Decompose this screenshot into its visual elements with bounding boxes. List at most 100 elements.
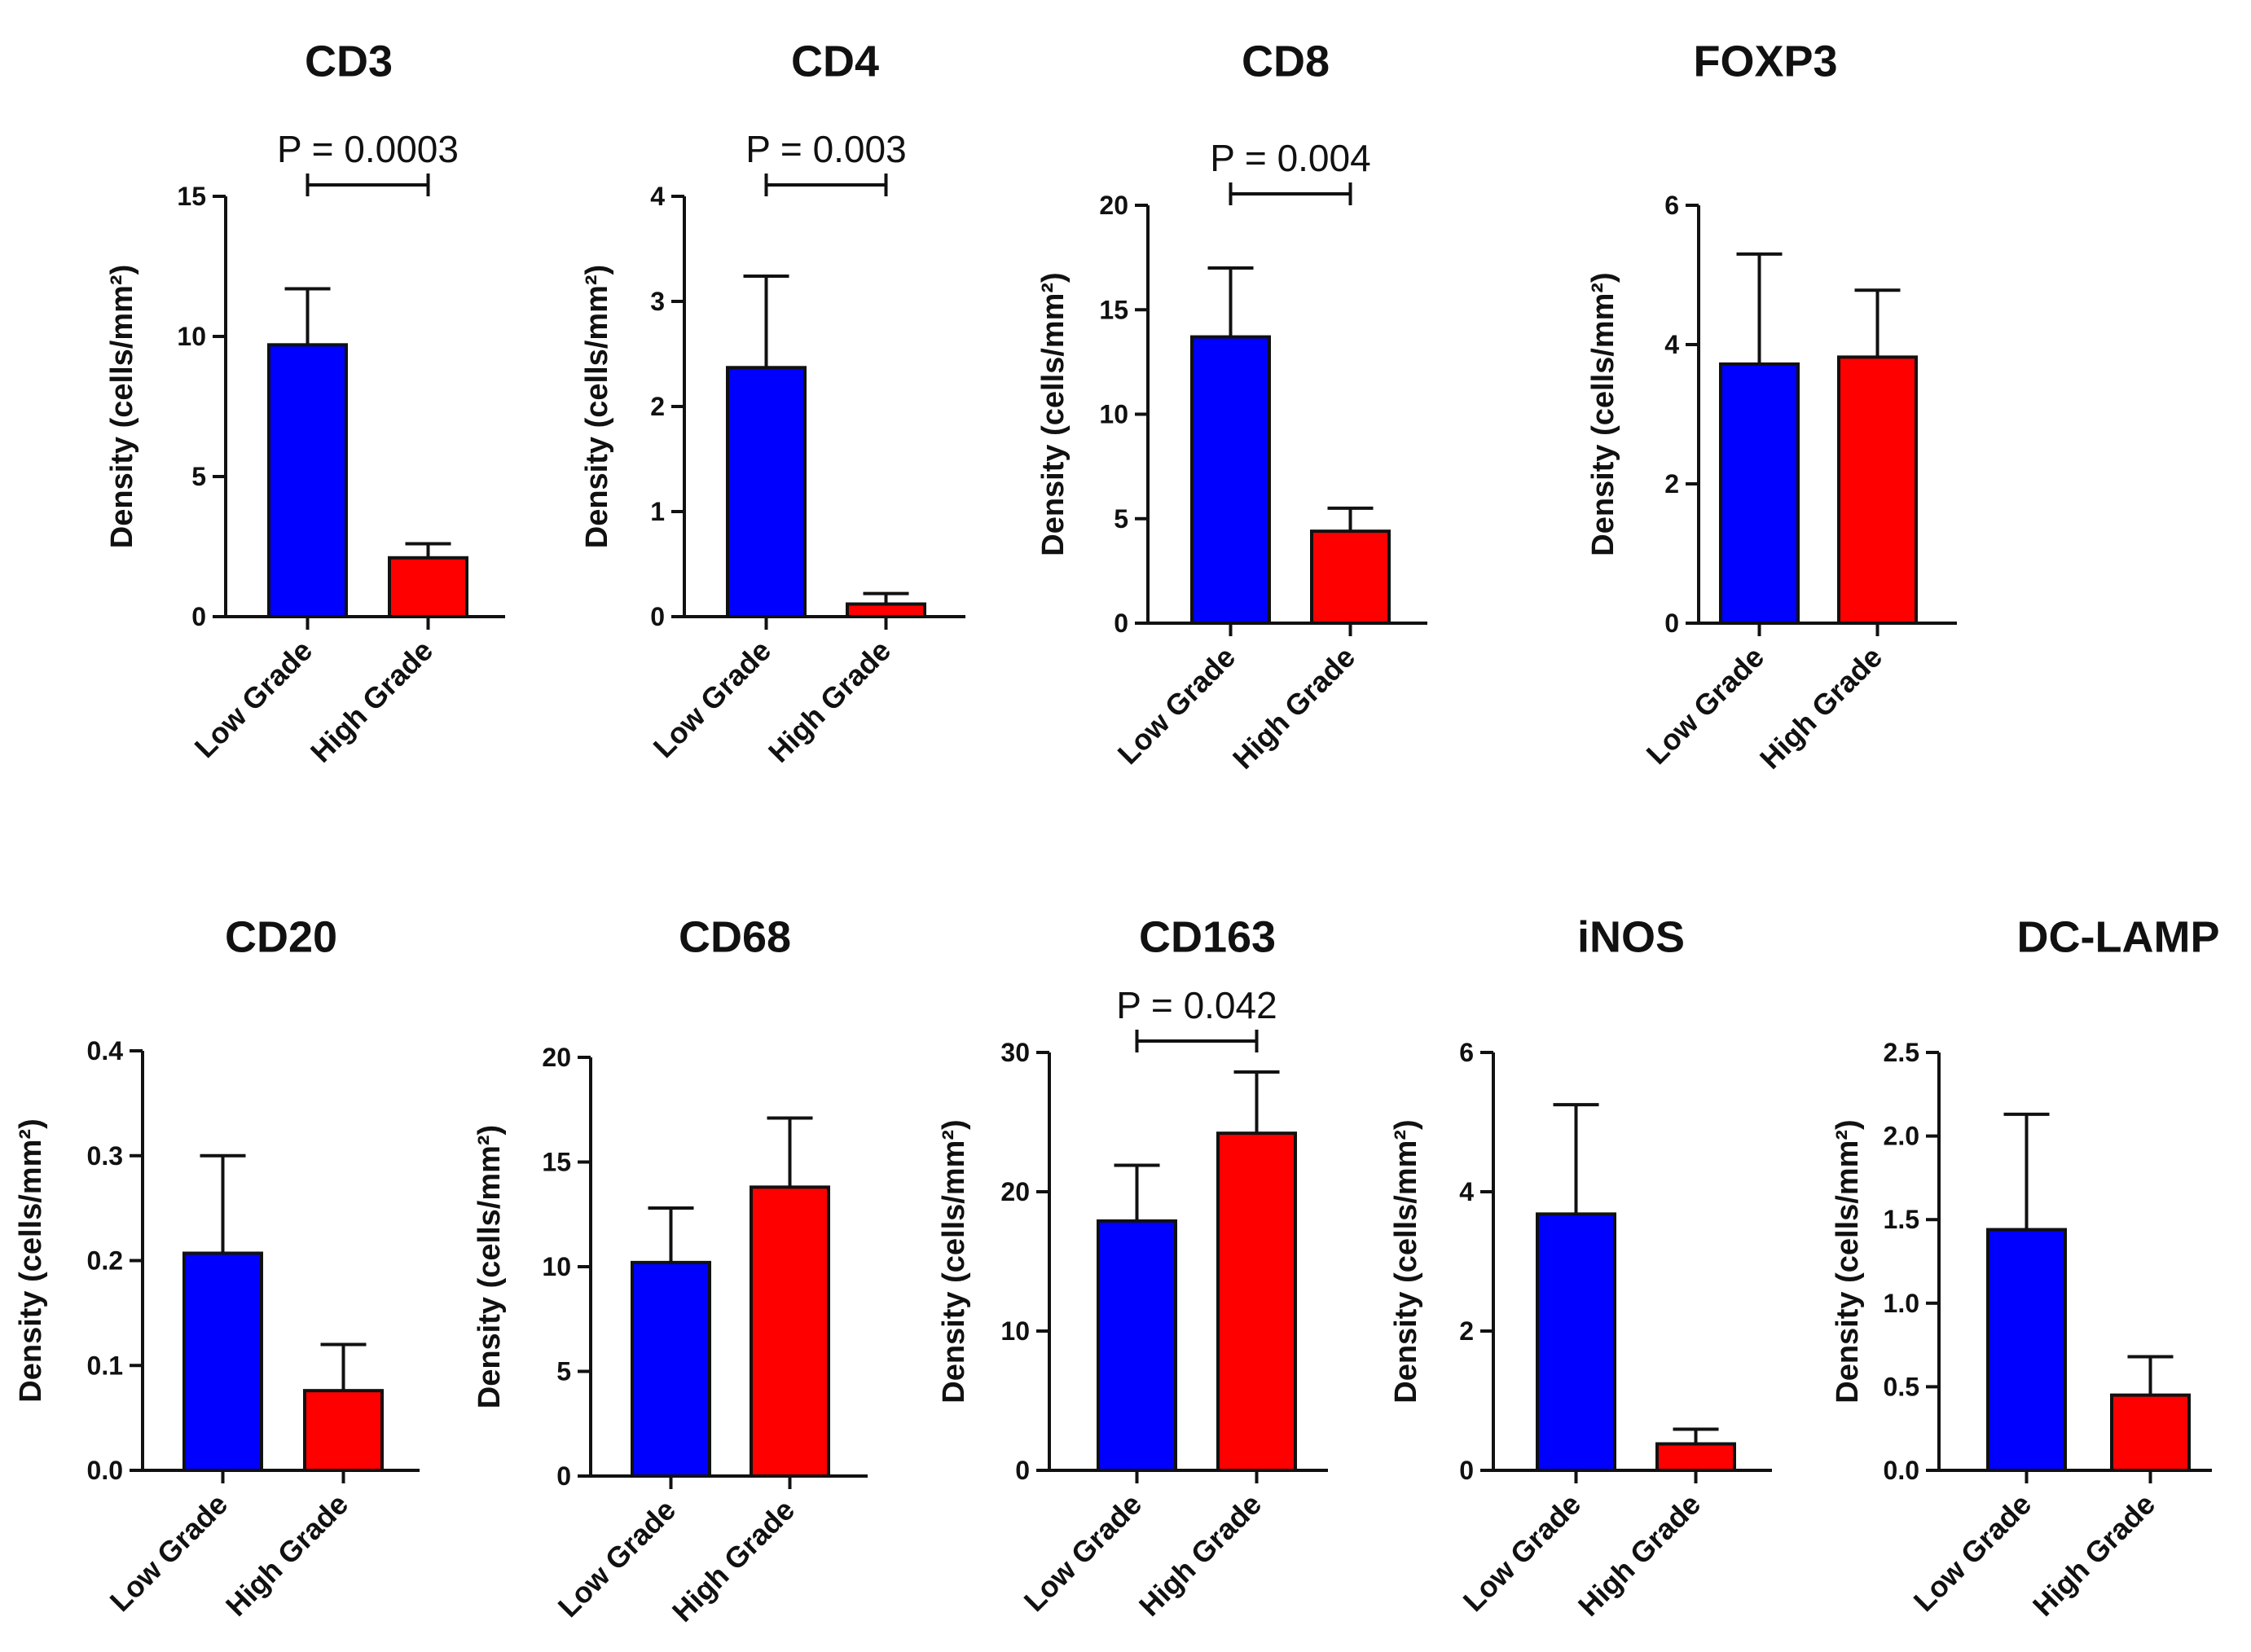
y-tick-label: 2 [1664,469,1679,499]
y-tick-label: 6 [1664,191,1679,220]
y-tick-label: 15 [542,1148,571,1177]
chart-title: CD20 [225,912,337,961]
p-value-label: P = 0.0003 [277,128,459,170]
bar-high-grade [2110,1393,2191,1473]
y-tick-label: 2 [650,392,665,421]
chart-panel-cd4: CD4 Density (cells/mm²) 0 1 2 3 4 Low GradeHigh… [580,37,965,769]
chart-title: CD68 [679,912,791,961]
y-tick-label: 0.5 [1884,1372,1919,1401]
x-category-label: Low Grade [188,634,319,765]
chart-panel-cd3: CD3 Density (cells/mm²) 0 5 10 15 Low GradeHig… [105,37,505,769]
bar-low-grade [1097,1219,1177,1473]
x-category-label: High Grade [1132,1487,1268,1623]
y-axis-label: Density (cells/mm²) [937,1119,971,1403]
y-tick-label: 20 [1000,1177,1030,1206]
x-category-label: Low Grade [552,1493,683,1624]
bar-high-grade [388,556,468,619]
y-axis-label: Density (cells/mm²) [14,1118,48,1402]
y-tick-label: 4 [1664,330,1679,359]
x-category-label: High Grade [219,1487,354,1623]
bar-high-grade [1837,355,1918,625]
bar-low-grade [1190,335,1271,625]
y-tick-label: 5 [191,462,206,491]
x-category-label: High Grade [1572,1487,1707,1623]
chart-panel-cd68: CD68 Density (cells/mm²) 0 5 10 15 20 Low Grade… [473,912,868,1628]
y-axis-label: Density (cells/mm²) [473,1125,507,1408]
chart-panel-cd20: CD20 Density (cells/mm²) 0.0 0.1 0.2 0.3 0.4 Lo… [14,912,420,1623]
y-tick-label: 10 [542,1252,571,1281]
x-category-label: High Grade [1753,640,1888,775]
bar-low-grade [1719,362,1800,625]
y-tick-label: 0 [1459,1456,1474,1485]
y-tick-label: 0.1 [87,1351,123,1380]
chart-title: FOXP3 [1693,37,1837,86]
bar-high-grade [1655,1442,1736,1473]
y-tick-label: 5 [556,1357,571,1386]
y-tick-label: 20 [1099,191,1128,220]
y-tick-label: 0.3 [87,1141,123,1171]
y-axis-label: Density (cells/mm²) [1831,1119,1865,1403]
y-tick-label: 20 [542,1043,571,1072]
y-tick-label: 3 [650,287,665,316]
p-value-label: P = 0.042 [1116,984,1277,1026]
x-category-label: Low Grade [1111,640,1242,771]
p-value-label: P = 0.003 [745,128,906,170]
y-axis-label: Density (cells/mm²) [105,265,139,548]
y-tick-label: 10 [177,322,206,351]
y-axis-label: Density (cells/mm²) [580,265,614,548]
y-tick-label: 0 [1015,1456,1030,1485]
bar-high-grade [750,1185,830,1478]
y-tick-label: 2.5 [1884,1038,1919,1067]
x-category-label: Low Grade [1018,1487,1149,1619]
y-tick-label: 5 [1114,504,1128,534]
y-tick-label: 2.0 [1884,1122,1919,1151]
y-tick-label: 1.0 [1884,1289,1919,1318]
y-tick-label: 15 [177,182,206,211]
y-tick-label: 15 [1099,295,1128,324]
y-tick-label: 0.4 [87,1036,124,1065]
bar-high-grade [846,602,926,619]
chart-title: iNOS [1577,912,1685,961]
y-tick-label: 0 [1664,609,1679,638]
y-tick-label: 0 [191,602,206,631]
y-tick-label: 10 [1000,1316,1030,1346]
y-tick-label: 10 [1099,400,1128,429]
chart-panel-dc-lamp: DC-LAMP Density (cells/mm²) 0.0 0.5 1.0 1.5 2.… [1831,912,2219,1622]
y-axis-label: Density (cells/mm²) [1389,1119,1423,1403]
bar-low-grade [1986,1228,2067,1472]
x-category-label: Low Grade [1907,1487,2038,1619]
x-category-label: Low Grade [103,1487,235,1619]
chart-title: CD8 [1242,37,1330,86]
x-category-label: High Grade [762,634,897,769]
x-category-label: High Grade [666,1493,801,1628]
y-tick-label: 2 [1459,1316,1474,1346]
y-tick-label: 4 [1459,1177,1474,1206]
y-tick-label: 0 [1114,609,1128,638]
x-category-label: Low Grade [647,634,778,765]
bar-high-grade [1310,529,1391,626]
y-tick-label: 6 [1459,1038,1474,1067]
bar-low-grade [182,1251,263,1473]
bar-high-grade [1216,1131,1297,1473]
chart-panel-cd163: CD163 Density (cells/mm²) 0 10 20 30 Low Grade… [937,912,1328,1623]
y-axis-label: Density (cells/mm²) [1036,272,1071,556]
y-tick-label: 0 [556,1461,571,1491]
y-tick-label: 0.0 [1884,1456,1919,1485]
y-tick-label: 0.2 [87,1246,123,1276]
x-category-label: High Grade [2026,1487,2161,1623]
x-category-label: Low Grade [1457,1487,1588,1619]
chart-title: CD163 [1139,912,1276,961]
chart-title: CD4 [791,37,879,86]
y-tick-label: 4 [650,182,665,211]
p-value-label: P = 0.004 [1210,137,1370,179]
x-category-label: High Grade [1226,640,1361,775]
bar-low-grade [267,343,348,618]
chart-panel-inos: iNOS Density (cells/mm²) 0 2 4 6 Low GradeHigh… [1389,912,1772,1623]
chart-panel-foxp3: FOXP3 Density (cells/mm²) 0 2 4 6 Low GradeHig… [1586,37,1957,775]
y-tick-label: 0 [650,602,665,631]
y-tick-label: 30 [1000,1038,1030,1067]
chart-panel-cd8: CD8 Density (cells/mm²) 0 5 10 15 20 Low GradeH… [1036,37,1427,775]
chart-title: CD3 [305,37,393,86]
x-category-label: High Grade [304,634,439,769]
